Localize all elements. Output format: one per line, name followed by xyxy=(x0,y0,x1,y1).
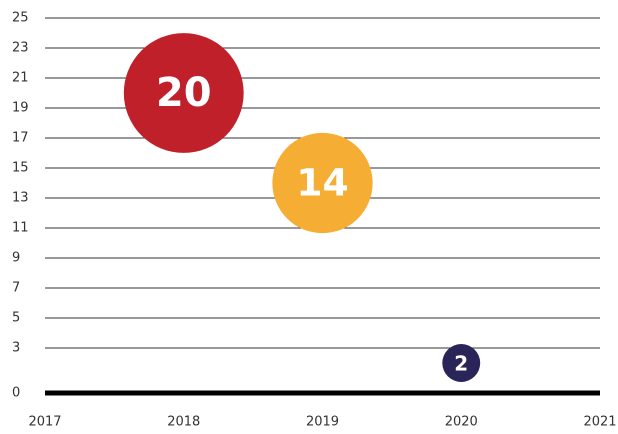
bubble-label: 14 xyxy=(296,161,348,205)
y-tick-label: 15 xyxy=(12,161,29,176)
y-tick-label: 17 xyxy=(12,131,29,146)
x-tick-label: 2021 xyxy=(583,415,616,430)
y-tick-label: 7 xyxy=(12,281,20,296)
bubble xyxy=(123,33,244,153)
x-tick-label: 2018 xyxy=(167,415,200,430)
y-tick-label: 19 xyxy=(12,101,29,116)
x-tick-label: 2019 xyxy=(306,415,339,430)
y-tick-label: 21 xyxy=(12,71,29,86)
x-tick-label: 2020 xyxy=(445,415,478,430)
y-tick-label: 0 xyxy=(12,386,20,401)
y-tick-label: 9 xyxy=(12,251,20,266)
bubble-label: 20 xyxy=(156,70,212,116)
y-tick-label: 3 xyxy=(12,341,20,356)
bubble xyxy=(272,132,373,234)
y-tick-label: 5 xyxy=(12,311,20,326)
y-tick-label: 23 xyxy=(12,41,29,56)
bubble-label: 2 xyxy=(454,352,468,376)
x-tick-label: 2017 xyxy=(28,415,61,430)
y-tick-label: 25 xyxy=(12,11,29,26)
y-tick-label: 13 xyxy=(12,191,29,206)
y-tick-label: 11 xyxy=(12,221,29,236)
bubble xyxy=(442,344,481,382)
